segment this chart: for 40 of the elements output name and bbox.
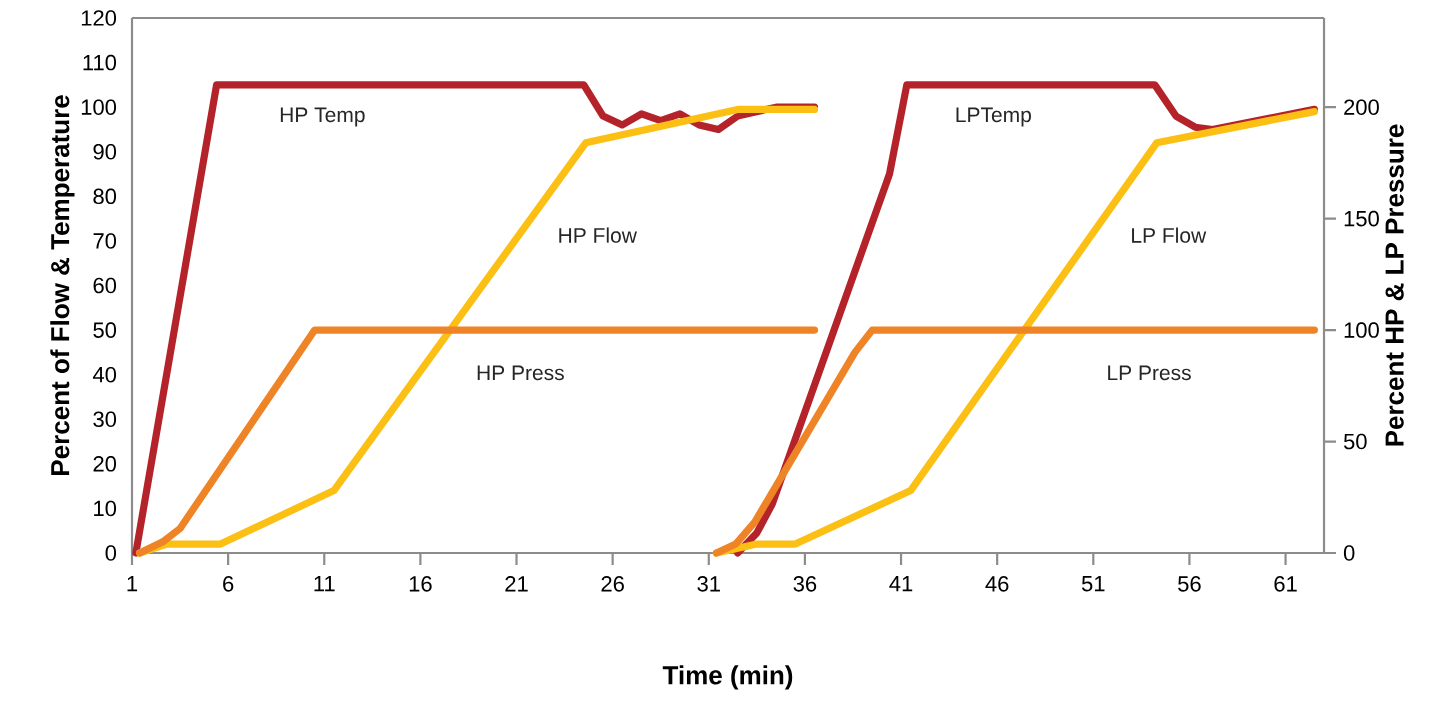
x-tick-label: 36: [793, 576, 817, 592]
x-tick-label: 41: [889, 576, 913, 592]
x-tick-label: 6: [223, 576, 234, 592]
y-tick-label: 80: [93, 188, 117, 205]
y2-axis-title: Percent HP & LP Pressure: [1385, 124, 1404, 446]
y-tick-label: 90: [93, 143, 117, 160]
series-label: LP Flow: [1132, 227, 1207, 243]
y-tick-label: 20: [93, 456, 117, 472]
y-tick-label: 0: [105, 545, 117, 561]
y-tick-label: 60: [93, 277, 117, 294]
x-tick-label: 21: [505, 576, 528, 592]
series-label: HP Temp: [280, 107, 365, 127]
series-label: HP Flow: [559, 227, 637, 243]
y2-tick-label: 200: [1344, 99, 1379, 115]
x-tick-label: 26: [601, 576, 624, 592]
y2-tick-label: 50: [1343, 433, 1367, 450]
y-tick-label: 70: [93, 233, 117, 249]
y-tick-label: 30: [93, 411, 117, 428]
y2-tick-label: 0: [1343, 545, 1355, 561]
y-tick-label: 120: [81, 10, 117, 26]
x-tick-label: 31: [697, 576, 720, 592]
y-tick-label: 100: [81, 99, 117, 115]
x-axis-title: Time (min): [662, 665, 793, 690]
y-tick-label: 40: [92, 366, 117, 383]
x-tick-label: 56: [1178, 576, 1201, 592]
y-tick-label: 50: [93, 322, 117, 338]
y2-tick-label: 100: [1344, 322, 1379, 338]
x-tick-label: 1: [127, 576, 138, 592]
series-label: HP Press: [477, 365, 564, 381]
x-tick-label: 61: [1274, 576, 1297, 592]
x-tick-label: 51: [1081, 576, 1105, 592]
series-label: LPTemp: [956, 107, 1031, 127]
y2-tick-label: 150: [1344, 210, 1379, 227]
series-label: LP Press: [1108, 365, 1191, 381]
y-tick-label: 10: [94, 500, 117, 517]
y-tick-label: 110: [83, 54, 117, 71]
x-tick-label: 46: [985, 576, 1009, 592]
y-axis-title: Percent of Flow & Temperature: [50, 95, 75, 475]
x-tick-label: 11: [314, 576, 335, 592]
x-tick-label: 16: [409, 576, 432, 592]
